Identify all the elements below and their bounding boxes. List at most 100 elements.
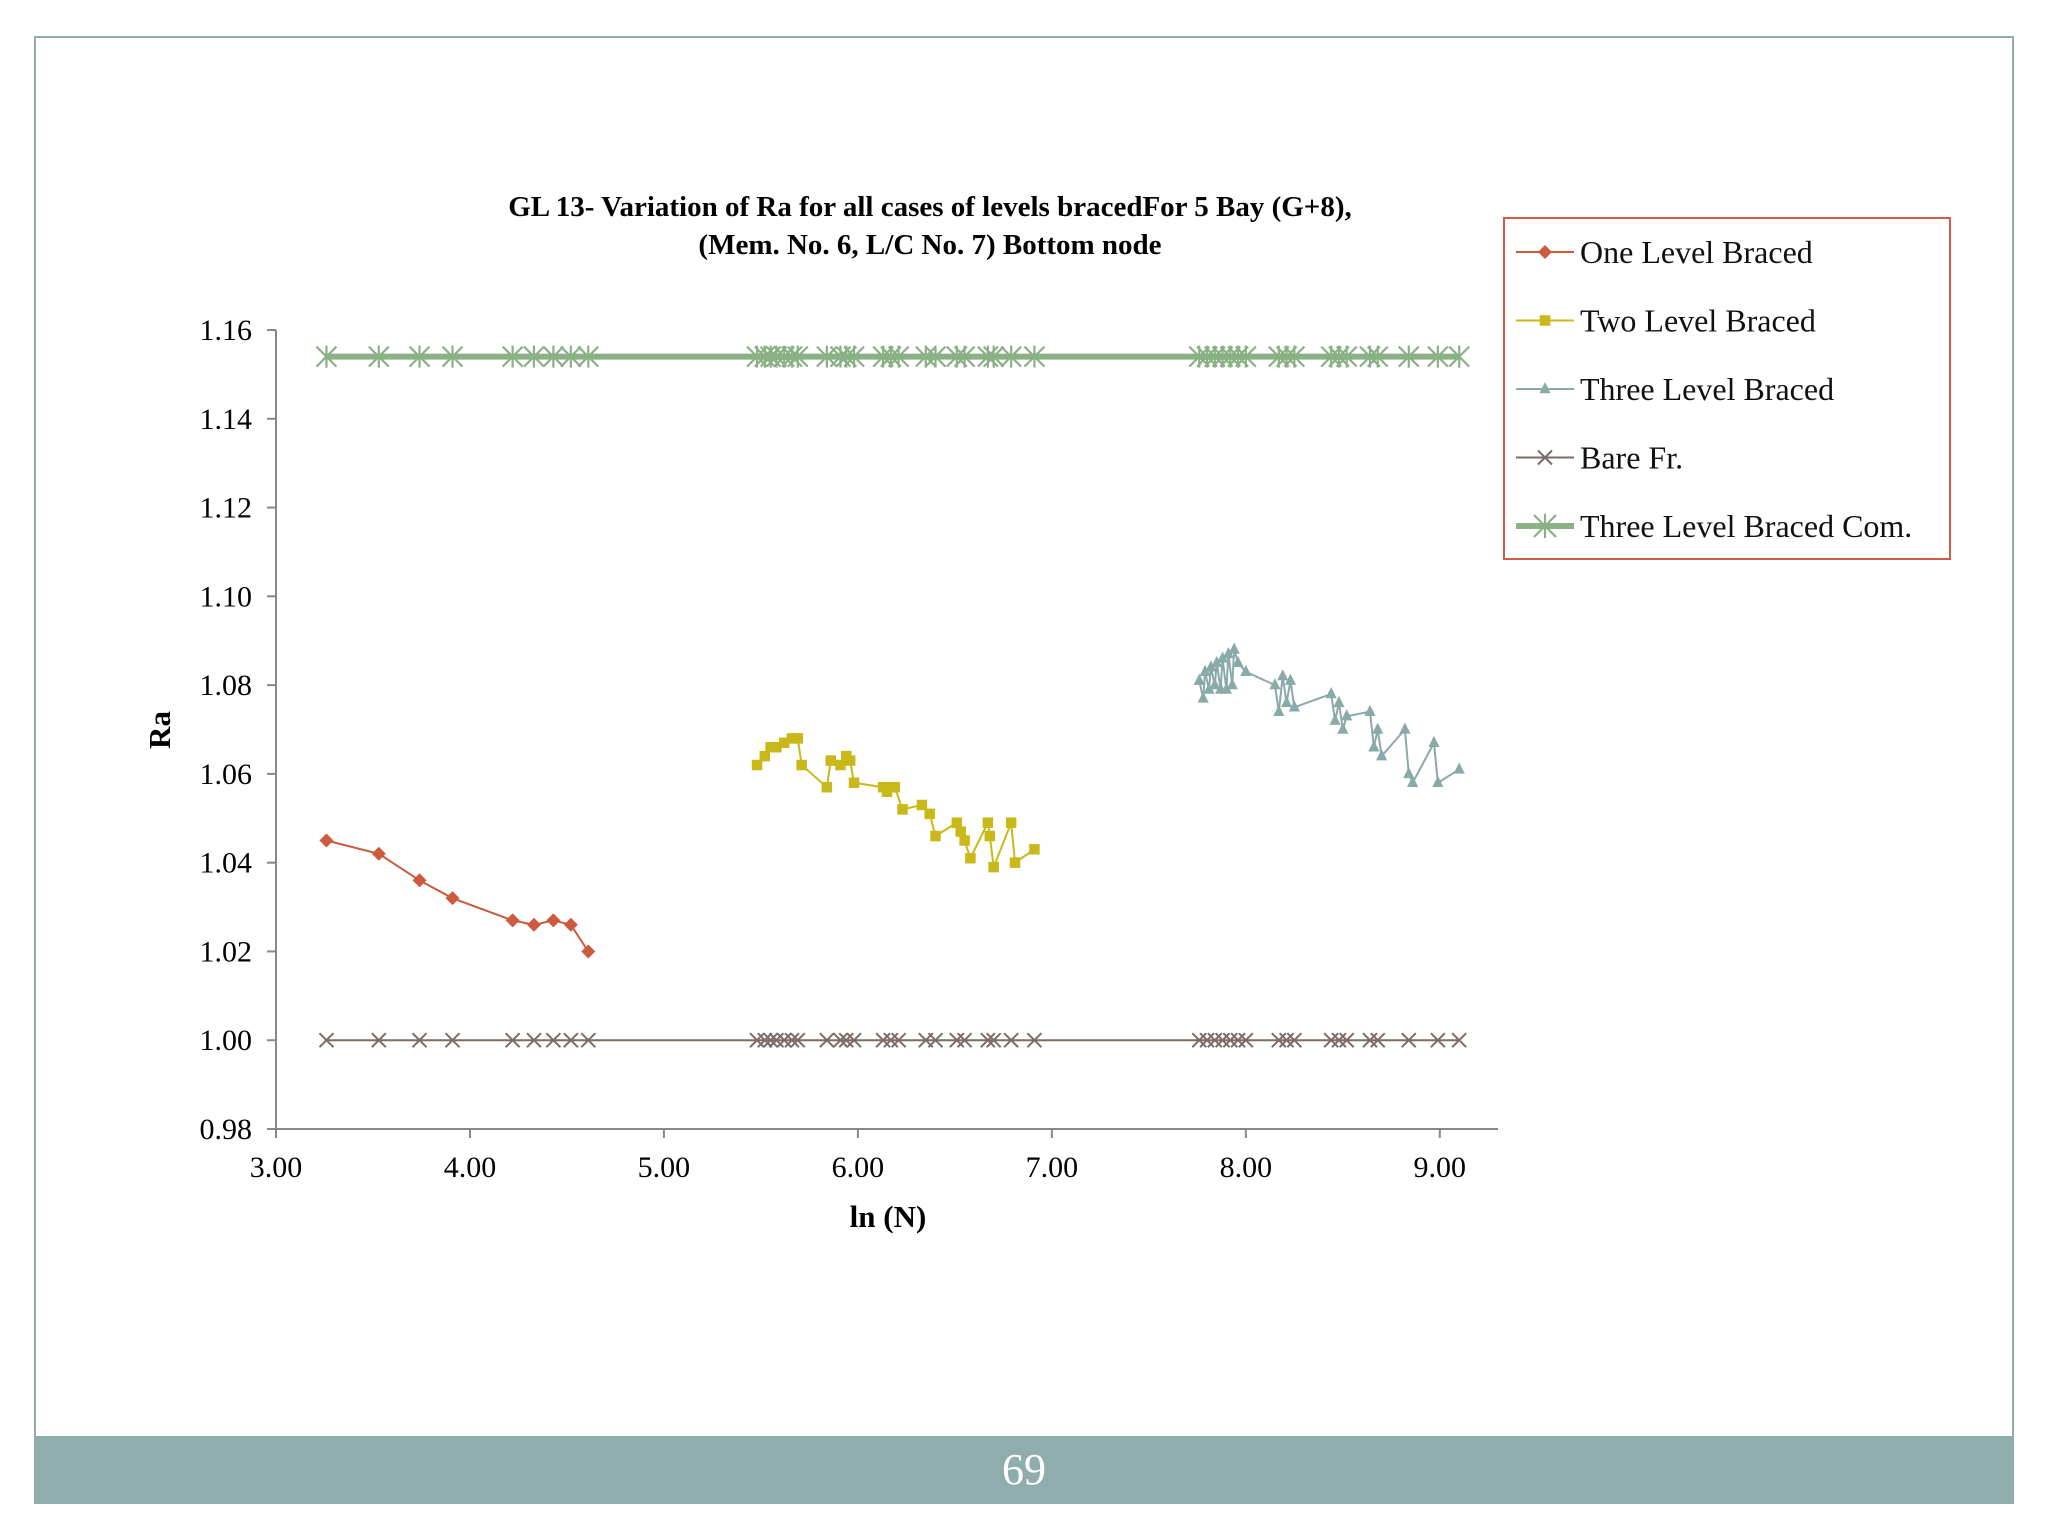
data-point bbox=[1222, 1032, 1239, 1048]
legend-marker bbox=[1539, 315, 1551, 326]
series-two bbox=[751, 733, 1040, 873]
data-point bbox=[1368, 740, 1380, 752]
data-point bbox=[1203, 682, 1215, 694]
data-point bbox=[1029, 844, 1040, 855]
legend-label: Two Level Braced bbox=[1580, 303, 1816, 339]
footer-bar: 69 bbox=[34, 1436, 2014, 1504]
data-point bbox=[965, 852, 976, 864]
data-point bbox=[784, 1032, 800, 1048]
y-tick-label: 0.98 bbox=[200, 1113, 253, 1146]
data-point bbox=[1240, 664, 1252, 676]
data-point bbox=[1277, 669, 1289, 681]
data-point bbox=[1427, 345, 1449, 368]
data-point bbox=[1329, 713, 1341, 725]
y-tick-label: 1.12 bbox=[200, 492, 253, 525]
data-point bbox=[776, 1032, 792, 1048]
data-point bbox=[985, 1032, 1002, 1048]
y-axis-ticks: 0.98 1.00 1.02 1.04 1.06 1.08 1.10 1.12 1.14 1.16 bbox=[200, 314, 276, 1146]
data-point bbox=[821, 781, 833, 793]
data-point bbox=[526, 1032, 542, 1048]
data-point bbox=[1220, 682, 1233, 694]
data-point bbox=[832, 1032, 849, 1048]
data-point bbox=[581, 944, 596, 959]
data-point bbox=[1286, 1032, 1303, 1048]
y-tick-label: 1.14 bbox=[200, 403, 253, 436]
legend-item: Three Level Braced Com. bbox=[1516, 508, 1912, 544]
data-point bbox=[759, 750, 771, 762]
data-point bbox=[980, 1032, 996, 1048]
series-line bbox=[756, 737, 1035, 868]
chart-title: GL 13- Variation of Ra for all cases of … bbox=[508, 191, 1352, 261]
data-point bbox=[790, 1032, 806, 1048]
data-point bbox=[982, 345, 1005, 368]
data-point bbox=[1370, 1032, 1386, 1048]
series-one bbox=[319, 833, 596, 959]
data-point bbox=[1191, 1032, 1207, 1048]
data-point bbox=[762, 1032, 779, 1048]
data-point bbox=[875, 1032, 891, 1048]
data-point bbox=[526, 917, 541, 932]
legend-box bbox=[1503, 217, 1951, 560]
data-point bbox=[546, 913, 561, 928]
legend-item: Bare Fr. bbox=[1516, 440, 1683, 476]
data-point bbox=[545, 1032, 562, 1048]
data-point bbox=[1280, 695, 1293, 708]
data-point bbox=[1278, 1032, 1295, 1048]
axes bbox=[275, 330, 1498, 1130]
y-tick-label: 1.10 bbox=[200, 580, 253, 613]
data-point bbox=[1451, 1032, 1467, 1048]
data-point bbox=[1197, 691, 1209, 703]
legend: One Level Braced Two Level Braced Three Le… bbox=[1503, 217, 1951, 560]
legend-item: One Level Braced bbox=[1516, 234, 1813, 270]
data-point bbox=[1214, 1032, 1231, 1048]
legend-label: Three Level Braced bbox=[1580, 371, 1834, 407]
data-point bbox=[445, 891, 460, 906]
x-tick-label: 5.00 bbox=[638, 1151, 691, 1184]
series-three bbox=[1193, 642, 1465, 787]
data-point bbox=[1003, 1032, 1019, 1048]
data-point bbox=[368, 345, 390, 368]
data-point bbox=[1362, 1032, 1378, 1048]
data-point bbox=[371, 846, 386, 861]
data-point bbox=[523, 345, 545, 368]
data-point bbox=[988, 861, 999, 873]
data-point bbox=[501, 345, 524, 368]
data-point bbox=[441, 345, 464, 368]
x-axis-ticks: 3.00 4.00 5.00 6.00 7.00 8.00 9.00 bbox=[250, 1129, 1466, 1184]
data-point bbox=[1000, 345, 1022, 368]
y-axis-title: Ra bbox=[142, 711, 177, 749]
y-tick-label: 1.08 bbox=[200, 669, 253, 702]
data-point bbox=[1199, 664, 1211, 676]
y-tick-label: 1.00 bbox=[200, 1024, 253, 1057]
data-point bbox=[915, 345, 937, 368]
data-point bbox=[1401, 1032, 1417, 1048]
legend-marker bbox=[1537, 449, 1553, 466]
data-point bbox=[577, 345, 600, 368]
data-point bbox=[542, 345, 565, 368]
x-tick-label: 6.00 bbox=[832, 1151, 885, 1184]
series-line bbox=[326, 839, 590, 952]
data-point bbox=[563, 1032, 579, 1048]
data-point bbox=[1376, 749, 1388, 761]
legend-label: Three Level Braced Com. bbox=[1580, 508, 1912, 544]
series-com bbox=[315, 345, 1470, 368]
data-point bbox=[825, 755, 836, 766]
legend-marker bbox=[1539, 382, 1551, 394]
chart-title-line-1: GL 13- Variation of Ra for all cases of … bbox=[508, 191, 1352, 223]
x-axis-title: ln (N) bbox=[850, 1199, 927, 1234]
y-tick-label: 1.16 bbox=[200, 314, 253, 347]
data-point bbox=[786, 733, 798, 744]
data-point bbox=[1338, 1032, 1355, 1048]
series-line bbox=[1198, 649, 1460, 786]
data-point bbox=[318, 1032, 335, 1048]
data-point bbox=[411, 1032, 428, 1048]
data-point bbox=[1453, 762, 1465, 774]
data-point bbox=[1026, 1032, 1043, 1048]
legend-item: Two Level Braced bbox=[1516, 303, 1816, 339]
data-point bbox=[1238, 1032, 1254, 1048]
data-point bbox=[953, 345, 976, 368]
y-tick-label: 1.02 bbox=[200, 935, 253, 968]
data-point bbox=[1205, 660, 1217, 672]
data-point bbox=[1288, 700, 1300, 712]
data-point bbox=[916, 799, 928, 811]
